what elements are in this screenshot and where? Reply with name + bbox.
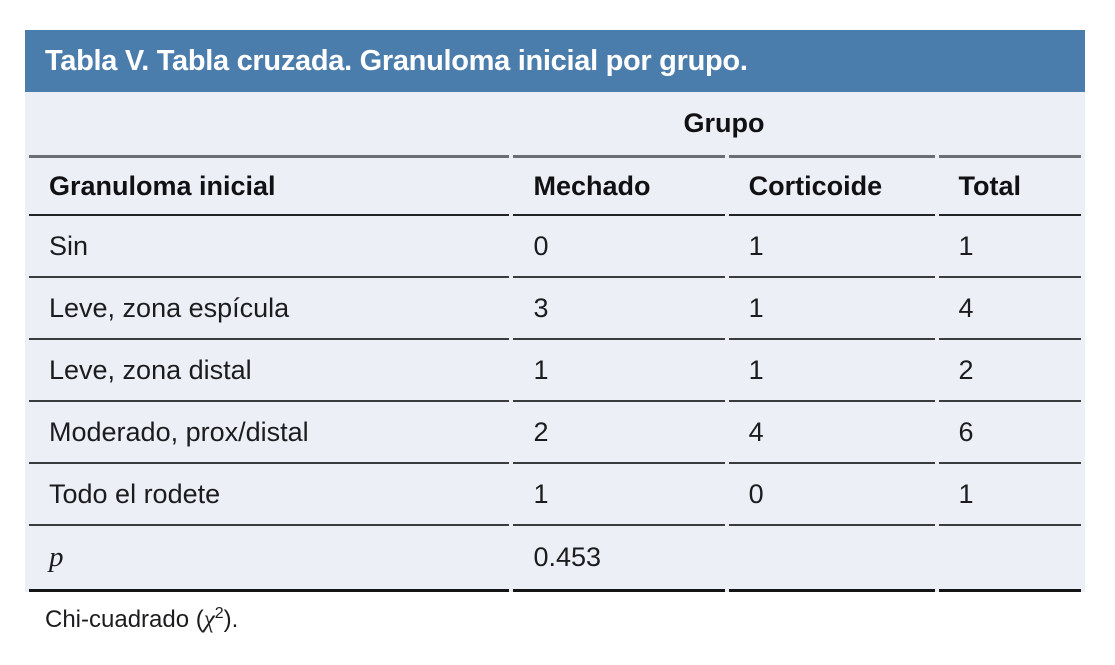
cell-total: 1 (938, 216, 1081, 278)
group-header-spacer-left (29, 92, 509, 155)
cell-total: 4 (938, 278, 1081, 340)
cell-mechado: 1 (513, 464, 725, 526)
group-header-spacer-right (939, 92, 1082, 155)
cell-corticoide: 0 (728, 464, 935, 526)
cell-corticoide: 1 (728, 340, 935, 402)
table-title: Tabla V. Tabla cruzada. Granuloma inicia… (45, 44, 748, 77)
table-figure: Tabla V. Tabla cruzada. Granuloma inicia… (25, 30, 1085, 634)
footnote-suffix: ). (223, 606, 239, 633)
column-header-total: Total (938, 155, 1081, 216)
cell-mechado: 0 (513, 216, 725, 278)
cell-mechado: 1 (513, 340, 725, 402)
table-row: Moderado, prox/distal 2 4 6 (29, 402, 1081, 464)
column-header-mechado: Mechado (513, 155, 725, 216)
footnote-superscript: 2 (214, 605, 224, 622)
p-row-empty-corticoide (728, 526, 935, 592)
table-row: Todo el rodete 1 0 1 (29, 464, 1081, 526)
cell-corticoide: 1 (728, 278, 935, 340)
cell-corticoide: 4 (728, 402, 935, 464)
row-label: Sin (29, 216, 510, 278)
row-label: Todo el rodete (29, 464, 510, 526)
p-value-row: p 0.453 (29, 526, 1081, 592)
table-footnote: Chi-cuadrado (χ2). (25, 606, 1085, 634)
row-label: Leve, zona espícula (29, 278, 510, 340)
cell-mechado: 3 (513, 278, 725, 340)
table-row: Leve, zona espícula 3 1 4 (29, 278, 1081, 340)
cell-total: 1 (938, 464, 1081, 526)
table-title-band: Tabla V. Tabla cruzada. Granuloma inicia… (25, 30, 1085, 92)
cell-corticoide: 1 (728, 216, 935, 278)
cell-mechado: 2 (513, 402, 725, 464)
chi-squared-symbol: χ (203, 606, 215, 633)
column-header-row: Granuloma inicial Mechado Corticoide Tot… (29, 155, 1081, 216)
cell-total: 2 (938, 340, 1081, 402)
row-label: Moderado, prox/distal (29, 402, 510, 464)
p-label: p (29, 526, 510, 592)
table-row: Leve, zona distal 1 1 2 (29, 340, 1081, 402)
column-header-corticoide: Corticoide (728, 155, 935, 216)
footnote-prefix: Chi-cuadrado ( (45, 606, 204, 633)
table-row: Sin 0 1 1 (29, 216, 1081, 278)
p-row-empty-total (938, 526, 1081, 592)
column-header-granuloma-inicial: Granuloma inicial (29, 155, 510, 216)
cell-total: 6 (938, 402, 1081, 464)
group-header-row: Grupo (29, 92, 1081, 155)
p-value: 0.453 (513, 526, 725, 592)
row-label: Leve, zona distal (29, 340, 510, 402)
cross-table: Grupo Granuloma inicial Mechado Corticoi… (25, 92, 1085, 592)
group-header: Grupo (683, 108, 765, 138)
